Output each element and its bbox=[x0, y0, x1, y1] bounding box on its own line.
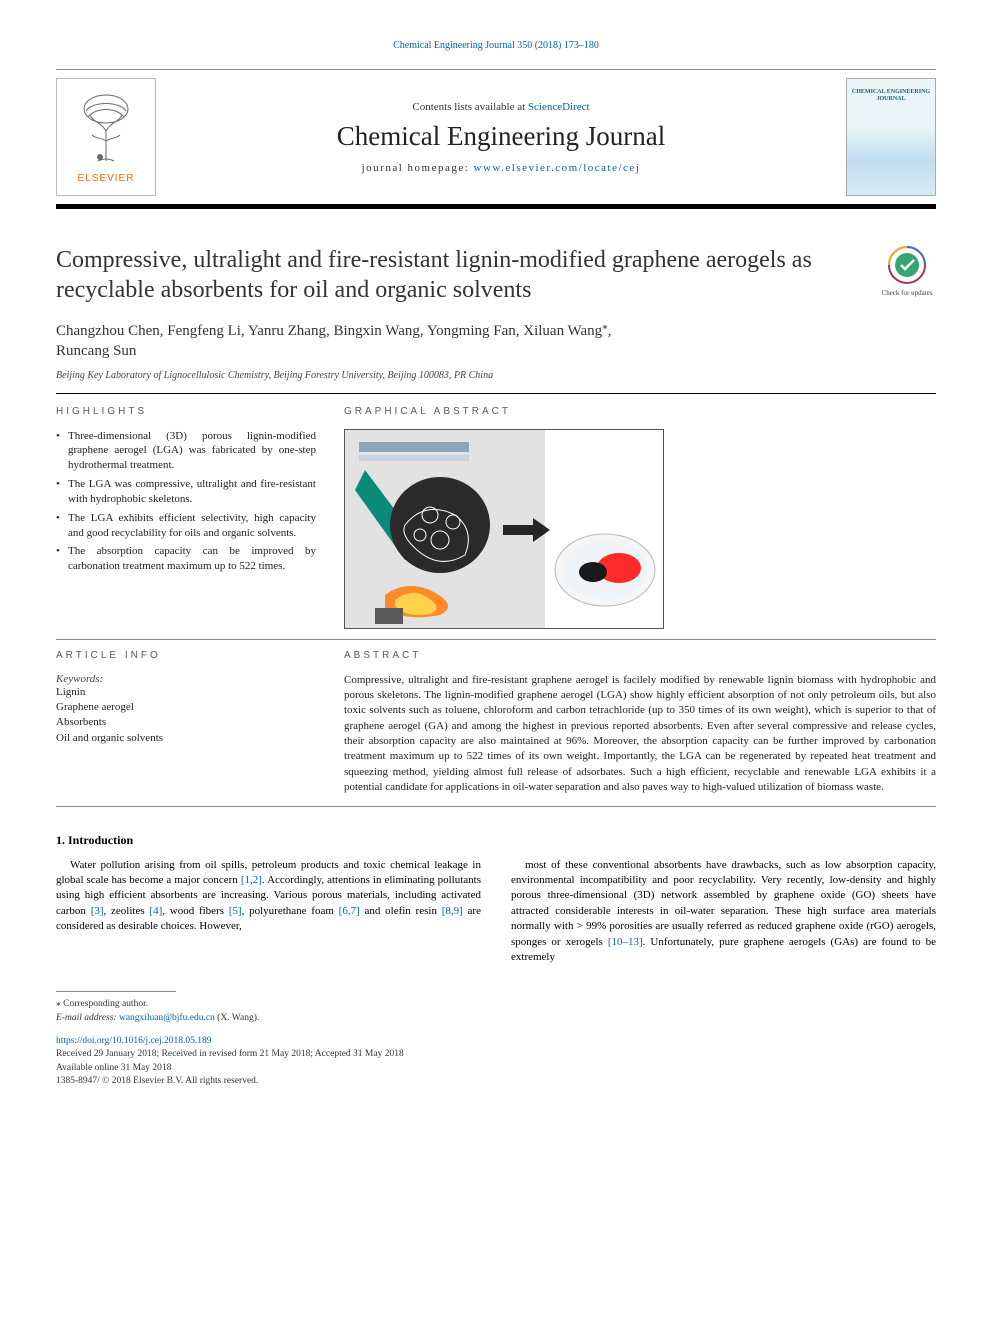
ref-link[interactable]: [10–13] bbox=[608, 936, 643, 948]
graphical-abstract-block: GRAPHICAL ABSTRACT bbox=[344, 406, 936, 629]
body-col-right: most of these conventional absorbents ha… bbox=[511, 858, 936, 966]
highlight-item: The LGA was compressive, ultralight and … bbox=[56, 477, 316, 507]
masthead: ELSEVIER Contents lists available at Sci… bbox=[56, 69, 936, 209]
corresponding-author-note: ⁎ Corresponding author. bbox=[56, 998, 936, 1011]
body-columns: Water pollution arising from oil spills,… bbox=[56, 858, 936, 966]
journal-cover-thumb: CHEMICAL ENGINEERING JOURNAL bbox=[846, 78, 936, 196]
keyword: Absorbents bbox=[56, 715, 316, 730]
intro-paragraph-2: most of these conventional absorbents ha… bbox=[511, 858, 936, 966]
ref-link[interactable]: [5] bbox=[229, 905, 242, 917]
affiliation: Beijing Key Laboratory of Lignocellulosi… bbox=[56, 370, 858, 381]
info-abstract-row: ARTICLE INFO Keywords: Lignin Graphene a… bbox=[56, 650, 936, 796]
abstract-text: Compressive, ultralight and fire-resista… bbox=[344, 673, 936, 796]
ref-link[interactable]: [4] bbox=[149, 905, 162, 917]
elsevier-label: ELSEVIER bbox=[78, 173, 135, 184]
highlights-ga-row: HIGHLIGHTS Three-dimensional (3D) porous… bbox=[56, 406, 936, 629]
keywords-label: Keywords: bbox=[56, 673, 316, 685]
divider bbox=[56, 639, 936, 640]
article-info-block: ARTICLE INFO Keywords: Lignin Graphene a… bbox=[56, 650, 316, 796]
ref-link[interactable]: [1,2] bbox=[241, 874, 262, 886]
authors-line-2: Runcang Sun bbox=[56, 343, 136, 359]
footer-block: ⁎ Corresponding author. E-mail address: … bbox=[56, 991, 936, 1088]
footnote-rule bbox=[56, 991, 176, 992]
check-for-updates-label: Check for updates bbox=[878, 289, 936, 297]
copyright-line: 1385-8947/ © 2018 Elsevier B.V. All righ… bbox=[56, 1075, 936, 1088]
author-list: Changzhou Chen, Fengfeng Li, Yanru Zhang… bbox=[56, 319, 858, 362]
divider bbox=[56, 806, 936, 807]
highlight-item: Three-dimensional (3D) porous lignin-mod… bbox=[56, 429, 316, 474]
email-person: (X. Wang). bbox=[215, 1013, 259, 1023]
keyword: Lignin bbox=[56, 685, 316, 700]
highlights-block: HIGHLIGHTS Three-dimensional (3D) porous… bbox=[56, 406, 316, 629]
cover-thumb-title: CHEMICAL ENGINEERING JOURNAL bbox=[847, 89, 935, 102]
homepage-label: journal homepage: bbox=[362, 162, 474, 174]
article-header: Compressive, ultralight and fire-resista… bbox=[56, 245, 936, 381]
elsevier-tree-icon bbox=[70, 91, 142, 169]
keyword: Oil and organic solvents bbox=[56, 731, 316, 746]
intro-paragraph-1: Water pollution arising from oil spills,… bbox=[56, 858, 481, 935]
email-line: E-mail address: wangxiluan@bjfu.edu.cn (… bbox=[56, 1012, 936, 1025]
sciencedirect-link[interactable]: ScienceDirect bbox=[528, 101, 590, 113]
highlights-heading: HIGHLIGHTS bbox=[56, 406, 316, 417]
graphical-abstract-image bbox=[344, 429, 664, 629]
highlight-item: The LGA exhibits efficient selectivity, … bbox=[56, 511, 316, 541]
divider bbox=[56, 393, 936, 394]
running-head: Chemical Engineering Journal 350 (2018) … bbox=[56, 40, 936, 51]
email-link[interactable]: wangxiluan@bjfu.edu.cn bbox=[119, 1013, 215, 1023]
running-head-link[interactable]: Chemical Engineering Journal 350 (2018) … bbox=[393, 40, 599, 51]
doi-link[interactable]: https://doi.org/10.1016/j.cej.2018.05.18… bbox=[56, 1036, 212, 1046]
journal-title: Chemical Engineering Journal bbox=[337, 121, 665, 152]
highlights-list: Three-dimensional (3D) porous lignin-mod… bbox=[56, 429, 316, 575]
contents-text: Contents lists available at bbox=[412, 101, 527, 113]
body-col-left: Water pollution arising from oil spills,… bbox=[56, 858, 481, 966]
received-line: Received 29 January 2018; Received in re… bbox=[56, 1048, 936, 1061]
article-info-heading: ARTICLE INFO bbox=[56, 650, 316, 661]
elsevier-logo: ELSEVIER bbox=[56, 78, 156, 196]
keywords-list: Lignin Graphene aerogel Absorbents Oil a… bbox=[56, 685, 316, 747]
graphical-abstract-heading: GRAPHICAL ABSTRACT bbox=[344, 406, 936, 417]
article-title: Compressive, ultralight and fire-resista… bbox=[56, 245, 858, 305]
section-heading-introduction: 1. Introduction bbox=[56, 833, 936, 848]
keyword: Graphene aerogel bbox=[56, 700, 316, 715]
ref-link[interactable]: [6,7] bbox=[339, 905, 360, 917]
highlight-item: The absorption capacity can be improved … bbox=[56, 544, 316, 574]
contents-line: Contents lists available at ScienceDirec… bbox=[412, 101, 589, 113]
email-label: E-mail address: bbox=[56, 1013, 119, 1023]
homepage-line: journal homepage: www.elsevier.com/locat… bbox=[362, 162, 641, 174]
graphical-abstract-svg bbox=[345, 430, 664, 629]
abstract-block: ABSTRACT Compressive, ultralight and fir… bbox=[344, 650, 936, 796]
available-line: Available online 31 May 2018 bbox=[56, 1062, 936, 1075]
page-root: Chemical Engineering Journal 350 (2018) … bbox=[0, 0, 992, 1118]
abstract-heading: ABSTRACT bbox=[344, 650, 936, 661]
check-for-updates-badge[interactable]: Check for updates bbox=[878, 245, 936, 381]
ref-link[interactable]: [8,9] bbox=[442, 905, 463, 917]
masthead-center: Contents lists available at ScienceDirec… bbox=[168, 70, 834, 204]
crossmark-icon bbox=[887, 245, 927, 285]
corresponding-mark: ⁎ bbox=[602, 320, 608, 332]
homepage-link[interactable]: www.elsevier.com/locate/cej bbox=[474, 162, 641, 174]
ref-link[interactable]: [3] bbox=[91, 905, 104, 917]
authors-line-1: Changzhou Chen, Fengfeng Li, Yanru Zhang… bbox=[56, 323, 602, 339]
